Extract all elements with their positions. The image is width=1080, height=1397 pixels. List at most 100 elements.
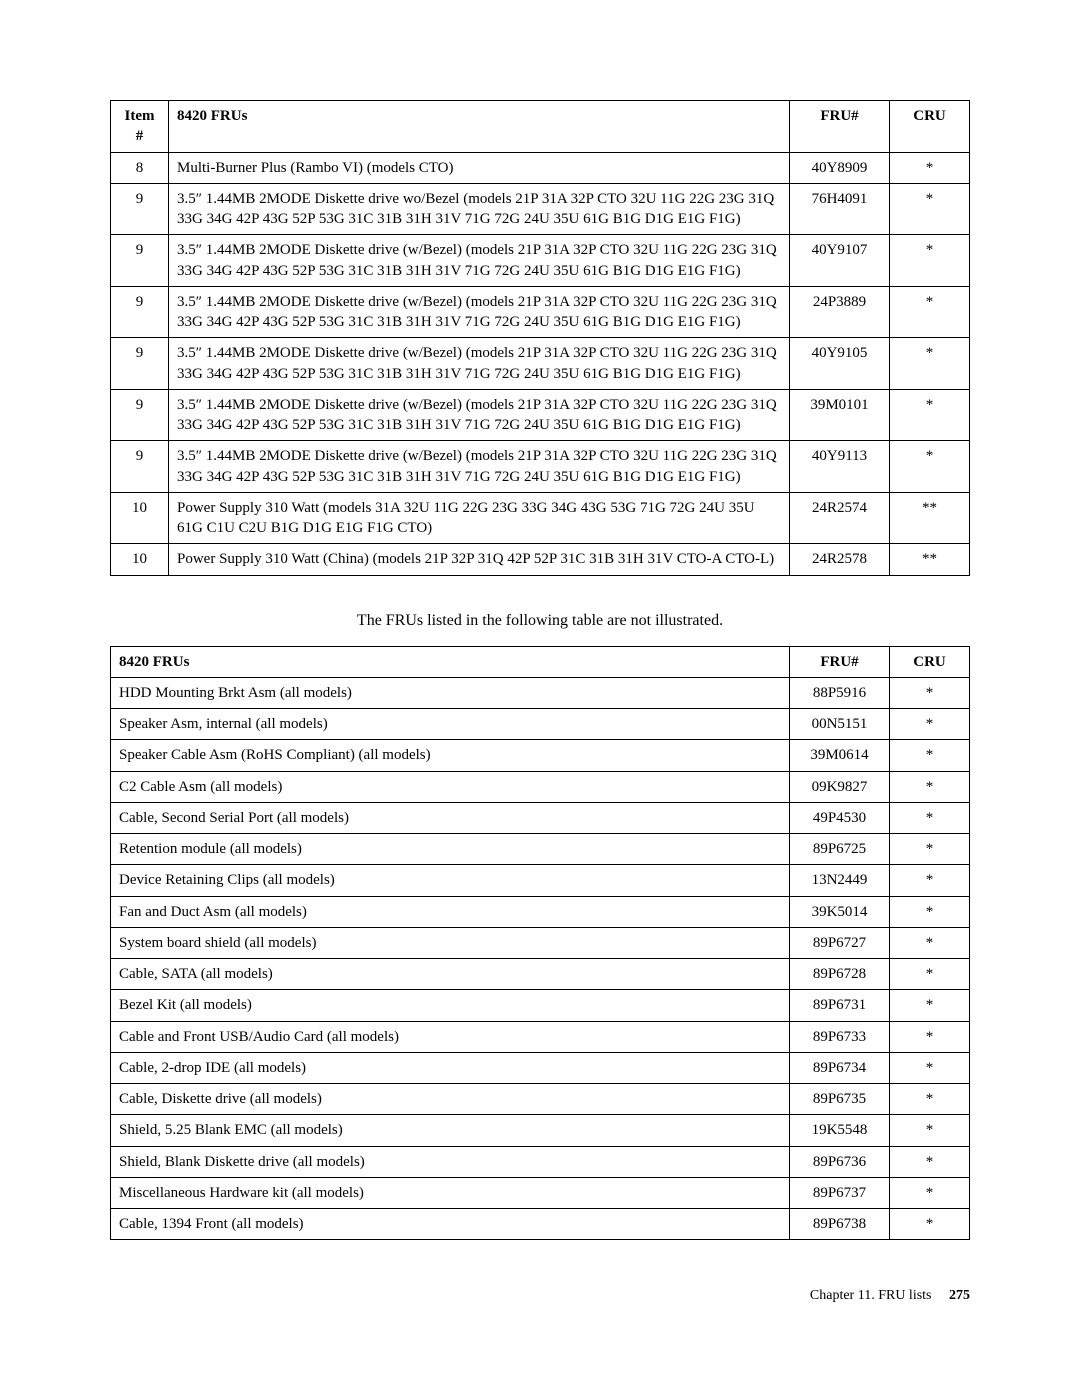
cell-cru: * <box>890 389 970 441</box>
cell-desc: Speaker Cable Asm (RoHS Compliant) (all … <box>111 740 790 771</box>
cell-cru: * <box>890 1021 970 1052</box>
col-header-fru: FRU# <box>790 101 890 153</box>
table-row: Speaker Cable Asm (RoHS Compliant) (all … <box>111 740 970 771</box>
cell-fru: 00N5151 <box>790 709 890 740</box>
cell-desc: Device Retaining Clips (all models) <box>111 865 790 896</box>
cell-cru: * <box>890 1146 970 1177</box>
cell-fru: 39K5014 <box>790 896 890 927</box>
cell-fru: 89P6728 <box>790 959 890 990</box>
cell-fru: 39M0614 <box>790 740 890 771</box>
table-row: Cable and Front USB/Audio Card (all mode… <box>111 1021 970 1052</box>
cell-cru: * <box>890 1177 970 1208</box>
cell-cru: * <box>890 896 970 927</box>
cell-desc: 3.5″ 1.44MB 2MODE Diskette drive (w/Beze… <box>169 441 790 493</box>
cell-cru: * <box>890 338 970 390</box>
cell-fru: 89P6736 <box>790 1146 890 1177</box>
table-row: Cable, SATA (all models)89P6728* <box>111 959 970 990</box>
cell-cru: * <box>890 1115 970 1146</box>
cell-desc: Shield, 5.25 Blank EMC (all models) <box>111 1115 790 1146</box>
cell-desc: Shield, Blank Diskette drive (all models… <box>111 1146 790 1177</box>
table-row: Shield, Blank Diskette drive (all models… <box>111 1146 970 1177</box>
cell-cru: * <box>890 802 970 833</box>
cell-desc: Cable, Diskette drive (all models) <box>111 1084 790 1115</box>
cell-desc: Cable, SATA (all models) <box>111 959 790 990</box>
cell-cru: * <box>890 1052 970 1083</box>
col-header-fru: FRU# <box>790 646 890 677</box>
cell-fru: 89P6735 <box>790 1084 890 1115</box>
cell-item: 9 <box>111 286 169 338</box>
cell-item: 9 <box>111 183 169 235</box>
cell-fru: 76H4091 <box>790 183 890 235</box>
cell-desc: HDD Mounting Brkt Asm (all models) <box>111 677 790 708</box>
table-row: Speaker Asm, internal (all models)00N515… <box>111 709 970 740</box>
cell-cru: * <box>890 441 970 493</box>
cell-desc: Power Supply 310 Watt (models 31A 32U 11… <box>169 492 790 544</box>
table-row: 93.5″ 1.44MB 2MODE Diskette drive (w/Bez… <box>111 441 970 493</box>
cell-desc: 3.5″ 1.44MB 2MODE Diskette drive wo/Beze… <box>169 183 790 235</box>
cell-item: 9 <box>111 235 169 287</box>
cell-desc: Miscellaneous Hardware kit (all models) <box>111 1177 790 1208</box>
table-row: Shield, 5.25 Blank EMC (all models)19K55… <box>111 1115 970 1146</box>
cell-cru: * <box>890 1084 970 1115</box>
cell-cru: * <box>890 183 970 235</box>
cell-desc: Cable, 1394 Front (all models) <box>111 1209 790 1240</box>
table-row: System board shield (all models)89P6727* <box>111 927 970 958</box>
cell-fru: 40Y9113 <box>790 441 890 493</box>
cell-fru: 19K5548 <box>790 1115 890 1146</box>
table-row: Cable, Diskette drive (all models)89P673… <box>111 1084 970 1115</box>
table-row: Cable, 2-drop IDE (all models)89P6734* <box>111 1052 970 1083</box>
cell-fru: 39M0101 <box>790 389 890 441</box>
cell-fru: 24R2574 <box>790 492 890 544</box>
cell-cru: * <box>890 677 970 708</box>
cell-desc: Power Supply 310 Watt (China) (models 21… <box>169 544 790 575</box>
cell-cru: * <box>890 990 970 1021</box>
cell-item: 10 <box>111 492 169 544</box>
cell-item: 10 <box>111 544 169 575</box>
cell-fru: 49P4530 <box>790 802 890 833</box>
table-row: Miscellaneous Hardware kit (all models)8… <box>111 1177 970 1208</box>
cell-cru: * <box>890 152 970 183</box>
col-header-cru: CRU <box>890 101 970 153</box>
cell-fru: 24R2578 <box>790 544 890 575</box>
table-row: 10Power Supply 310 Watt (models 31A 32U … <box>111 492 970 544</box>
fru-table-1: Item # 8420 FRUs FRU# CRU 8Multi-Burner … <box>110 100 970 576</box>
col-header-item: Item # <box>111 101 169 153</box>
table-row: 8Multi-Burner Plus (Rambo VI) (models CT… <box>111 152 970 183</box>
cell-fru: 40Y8909 <box>790 152 890 183</box>
cell-desc: Multi-Burner Plus (Rambo VI) (models CTO… <box>169 152 790 183</box>
cell-desc: 3.5″ 1.44MB 2MODE Diskette drive (w/Beze… <box>169 235 790 287</box>
table-row: Device Retaining Clips (all models)13N24… <box>111 865 970 896</box>
col-header-cru: CRU <box>890 646 970 677</box>
table-row: 93.5″ 1.44MB 2MODE Diskette drive wo/Bez… <box>111 183 970 235</box>
table-row: 93.5″ 1.44MB 2MODE Diskette drive (w/Bez… <box>111 286 970 338</box>
table-row: Bezel Kit (all models)89P6731* <box>111 990 970 1021</box>
cell-cru: ** <box>890 492 970 544</box>
cell-fru: 09K9827 <box>790 771 890 802</box>
cell-desc: System board shield (all models) <box>111 927 790 958</box>
cell-fru: 89P6737 <box>790 1177 890 1208</box>
cell-item: 9 <box>111 338 169 390</box>
cell-desc: 3.5″ 1.44MB 2MODE Diskette drive (w/Beze… <box>169 389 790 441</box>
cell-fru: 40Y9107 <box>790 235 890 287</box>
col-header-desc: 8420 FRUs <box>111 646 790 677</box>
cell-item: 8 <box>111 152 169 183</box>
page-footer: Chapter 11. FRU lists 275 <box>110 1288 970 1304</box>
cell-desc: C2 Cable Asm (all models) <box>111 771 790 802</box>
table-caption: The FRUs listed in the following table a… <box>110 612 970 630</box>
cell-cru: * <box>890 235 970 287</box>
table-row: Cable, Second Serial Port (all models)49… <box>111 802 970 833</box>
cell-item: 9 <box>111 389 169 441</box>
cell-desc: Cable, 2-drop IDE (all models) <box>111 1052 790 1083</box>
table-row: Fan and Duct Asm (all models)39K5014* <box>111 896 970 927</box>
cell-fru: 89P6733 <box>790 1021 890 1052</box>
cell-desc: Bezel Kit (all models) <box>111 990 790 1021</box>
cell-desc: Fan and Duct Asm (all models) <box>111 896 790 927</box>
col-header-desc: 8420 FRUs <box>169 101 790 153</box>
cell-fru: 89P6738 <box>790 1209 890 1240</box>
cell-item: 9 <box>111 441 169 493</box>
cell-fru: 89P6727 <box>790 927 890 958</box>
table-row: C2 Cable Asm (all models)09K9827* <box>111 771 970 802</box>
table-row: Cable, 1394 Front (all models)89P6738* <box>111 1209 970 1240</box>
table-row: 93.5″ 1.44MB 2MODE Diskette drive (w/Bez… <box>111 235 970 287</box>
footer-page-number: 275 <box>949 1288 970 1303</box>
